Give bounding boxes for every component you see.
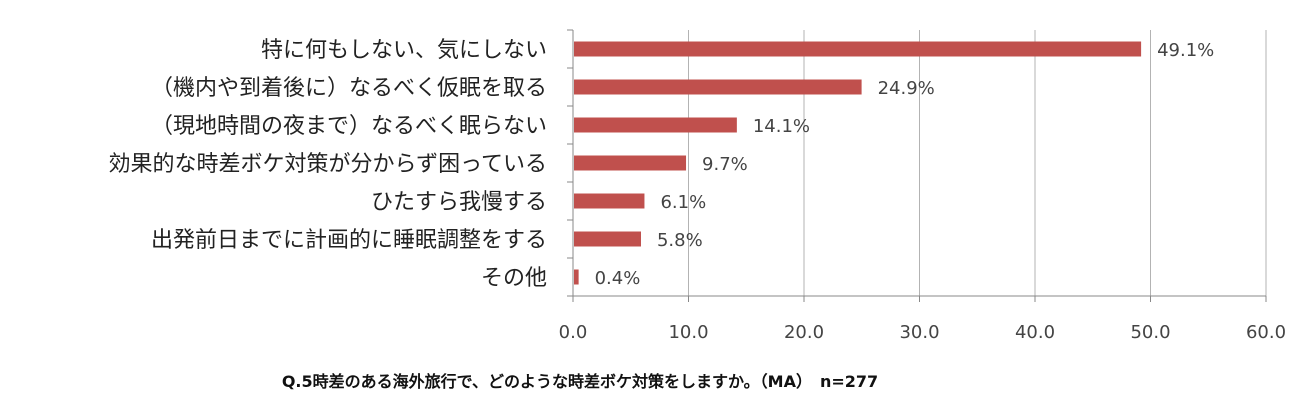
- x-tick-label: 10.0: [668, 322, 708, 343]
- category-label: 出発前日までに計画的に睡眠調整をする: [151, 228, 547, 253]
- category-label: ひたすら我慢する: [371, 190, 547, 215]
- x-tick-labels: 0.0 10.0 20.0 30.0 40.0 50.0 60.0: [559, 322, 1286, 343]
- bar: [574, 231, 641, 247]
- bar: [574, 193, 645, 209]
- data-label: 49.1%: [1157, 40, 1214, 61]
- x-tick-label: 50.0: [1130, 322, 1170, 343]
- bar: [574, 117, 737, 133]
- chart-caption: Q.5時差のある海外旅行で、どのような時差ボケ対策をしますか。（MA） n=27…: [281, 372, 879, 391]
- category-labels: 特に何もしない、気にしない （機内や到着後に）なるべく仮眠を取る （現地時間の夜まで…: [109, 38, 547, 291]
- bar-chart: 特に何もしない、気にしない （機内や到着後に）なるべく仮眠を取る （現地時間の夜まで…: [109, 29, 1286, 343]
- bar: [574, 79, 862, 95]
- value-labels: 49.1% 24.9% 14.1%9.7% 6.1% 5.8% 0.4%: [595, 40, 1215, 289]
- data-label: 14.1%: [753, 116, 810, 137]
- bars: [574, 41, 1142, 285]
- data-label: 9.7%: [702, 154, 748, 175]
- bar: [574, 269, 579, 285]
- gridlines: [688, 30, 1267, 296]
- data-label: 0.4%: [595, 268, 641, 289]
- category-label: 効果的な時差ボケ対策が分からず困っている: [109, 152, 547, 177]
- data-label: 24.9%: [878, 78, 935, 99]
- x-tick-label: 40.0: [1015, 322, 1055, 343]
- data-label: 6.1%: [660, 192, 706, 213]
- axes: [567, 29, 1267, 302]
- category-label: （機内や到着後に）なるべく仮眠を取る: [151, 76, 547, 101]
- category-label: その他: [481, 266, 547, 291]
- x-tick-label: 20.0: [784, 322, 824, 343]
- bar: [574, 41, 1142, 57]
- x-tick-label: 30.0: [899, 322, 939, 343]
- x-tick-label: 0.0: [559, 322, 588, 343]
- bar: [574, 155, 687, 171]
- category-label: 特に何もしない、気にしない: [261, 38, 547, 63]
- data-label: 5.8%: [657, 230, 703, 251]
- x-tick-label: 60.0: [1246, 322, 1286, 343]
- category-label: （現地時間の夜まで）なるべく眠らない: [151, 114, 547, 139]
